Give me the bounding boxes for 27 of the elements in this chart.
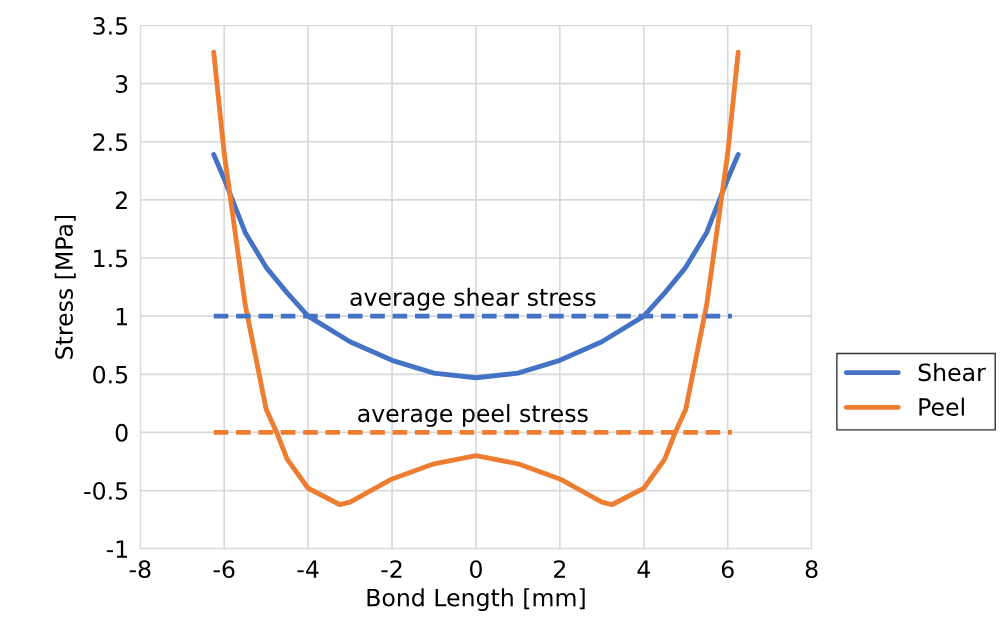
x-tick-label: -2 (381, 560, 402, 578)
legend-label: Peel (919, 397, 964, 416)
y-tick-label: 3 (115, 75, 128, 93)
x-tick-label: 6 (721, 560, 734, 579)
x-tick-label: 4 (637, 560, 650, 578)
y-tick-label: 1.5 (94, 249, 128, 268)
y-tick-label: 0.5 (93, 365, 128, 384)
y-tick-label: 1 (116, 307, 127, 326)
line-series (211, 152, 741, 381)
y-tick-label: -1 (106, 540, 127, 558)
annotation: average shear stress (350, 287, 596, 311)
y-tick-label: 2.5 (93, 133, 128, 152)
x-tick-label: -8 (129, 560, 151, 579)
x-tick-label: 2 (554, 560, 566, 578)
x-tick-label: -4 (297, 560, 319, 578)
x-tick-label: -6 (213, 560, 235, 579)
x-axis-title: Bond Length [mm] (367, 588, 585, 612)
y-axis-title: Stress [MPa] (54, 215, 76, 359)
annotation: average peel stress (358, 404, 588, 427)
x-tick-label: 0 (470, 560, 482, 579)
y-tick-label: 3.5 (93, 16, 128, 35)
line-series (211, 49, 741, 507)
y-tick-label: 0 (115, 423, 128, 442)
legend-label: Shear (918, 362, 986, 382)
y-tick-label: -0.5 (84, 482, 128, 500)
y-tick-label: 2 (115, 191, 127, 209)
x-tick-label: 8 (805, 560, 818, 579)
